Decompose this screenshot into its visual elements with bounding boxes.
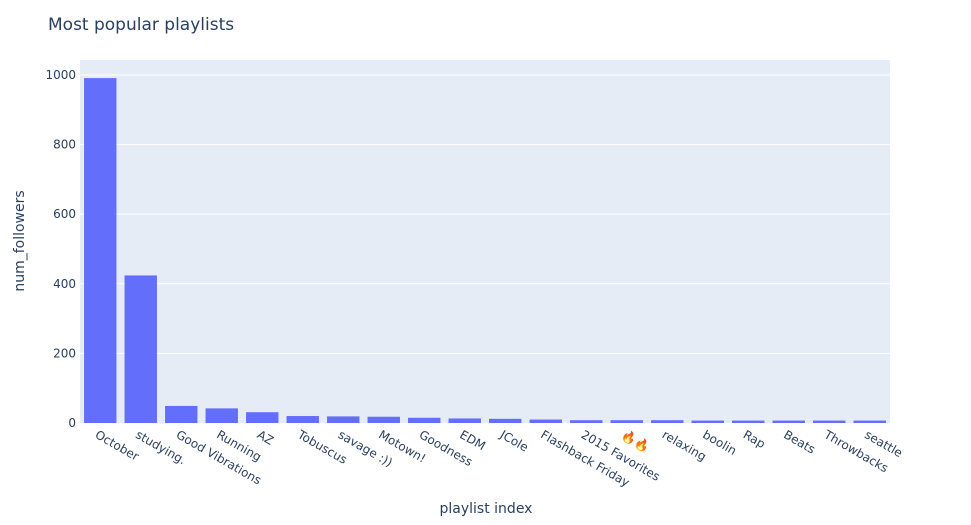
y-tick-label: 1000 bbox=[45, 68, 76, 82]
bar[interactable] bbox=[448, 418, 481, 423]
x-tick-label: Rap bbox=[741, 427, 768, 451]
bar[interactable] bbox=[84, 78, 117, 424]
y-tick-label: 200 bbox=[53, 346, 76, 360]
bar[interactable] bbox=[813, 420, 846, 423]
bar[interactable] bbox=[165, 405, 198, 423]
x-tick-label: relaxing bbox=[660, 427, 709, 463]
y-axis-ticks: 0 200 400 600 800 1000 bbox=[45, 68, 76, 430]
bar[interactable] bbox=[732, 420, 765, 423]
bar[interactable] bbox=[246, 412, 279, 423]
x-tick-label: AZ bbox=[255, 427, 276, 447]
y-axis-title: num_followers bbox=[12, 190, 28, 291]
bar[interactable] bbox=[610, 420, 643, 423]
chart-title: Most popular playlists bbox=[48, 15, 234, 35]
y-tick-label: 800 bbox=[53, 138, 76, 152]
bar[interactable] bbox=[286, 416, 319, 423]
bar[interactable] bbox=[570, 420, 603, 423]
bar[interactable] bbox=[691, 420, 724, 423]
bar[interactable] bbox=[205, 408, 238, 423]
bar[interactable] bbox=[124, 275, 157, 423]
bar[interactable] bbox=[489, 418, 522, 423]
x-tick-label: Beats bbox=[781, 427, 817, 456]
bars bbox=[84, 78, 886, 424]
plot-background bbox=[80, 60, 890, 423]
x-tick-label: October bbox=[93, 427, 142, 463]
y-tick-label: 0 bbox=[68, 416, 76, 430]
bar[interactable] bbox=[772, 420, 805, 423]
x-tick-label: JCole bbox=[497, 427, 531, 455]
bar[interactable] bbox=[853, 420, 886, 423]
bar[interactable] bbox=[651, 420, 684, 423]
bar[interactable] bbox=[529, 419, 562, 423]
gridlines bbox=[80, 74, 890, 354]
x-axis-title: playlist index bbox=[440, 501, 533, 517]
bar[interactable] bbox=[327, 416, 360, 423]
bar[interactable] bbox=[408, 417, 441, 423]
bar[interactable] bbox=[367, 416, 400, 423]
y-tick-label: 400 bbox=[53, 277, 76, 291]
y-tick-label: 600 bbox=[53, 207, 76, 221]
